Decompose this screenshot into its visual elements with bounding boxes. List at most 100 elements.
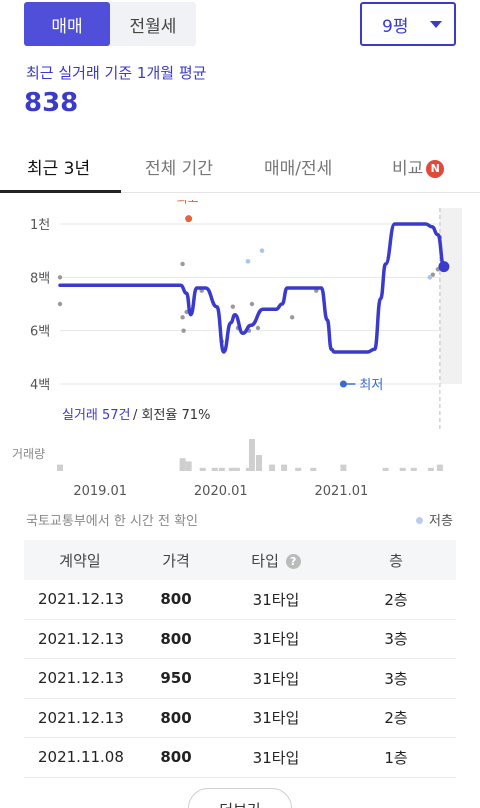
row-floor: 3층	[384, 630, 408, 649]
tab-label: 매매/전세	[264, 159, 333, 179]
row-type: 31타입	[252, 630, 300, 649]
volume-bar	[427, 467, 434, 471]
recent-period-shade	[439, 208, 462, 384]
volume-bar	[281, 464, 288, 471]
volume-bars	[57, 439, 443, 471]
row-floor: 2층	[384, 709, 408, 728]
row-floor: 3층	[384, 669, 408, 688]
row-date: 2021.12.13	[38, 708, 124, 727]
source-note: 국토교통부에서 한 시간 전 확인	[26, 514, 199, 529]
transactions-table: 계약일 가격 타입 ? 층 2021.12.13 800 31타입 2층 2021.12…	[24, 540, 456, 778]
more-button[interactable]: 더보기	[188, 788, 292, 808]
row-price: 800	[160, 748, 192, 767]
row-price: 950	[160, 669, 192, 688]
header-type-label: 타입	[251, 551, 279, 570]
active-tab-indicator	[0, 190, 121, 193]
new-badge: N	[426, 160, 445, 178]
lowest-label: 최저	[359, 378, 383, 393]
low-floor-dot-icon	[416, 517, 423, 524]
period-tabs: 최근 3년 전체 기간 매매/전세 비교 N	[0, 140, 480, 193]
volume-bar	[57, 464, 63, 471]
x-tick-label: 2021.01	[315, 484, 369, 499]
transaction-dot	[230, 304, 236, 309]
transaction-dot	[255, 325, 261, 331]
tab-compare[interactable]: 비교 N	[392, 154, 445, 179]
volume-bar	[248, 439, 255, 471]
volume-bar	[179, 458, 186, 471]
table-row[interactable]: 2021.11.08 800 31타입 1층	[24, 738, 456, 778]
transaction-dot	[180, 261, 185, 267]
transaction-dot	[430, 272, 436, 277]
volume-bar	[310, 467, 317, 471]
row-floor: 2층	[384, 590, 408, 609]
table-body: 2021.12.13 800 31타입 2층 2021.12.13 800 31타입 3층 20…	[24, 580, 456, 778]
table-row[interactable]: 2021.12.13 800 31타입 2층	[24, 699, 456, 738]
price-trend-line	[58, 222, 446, 354]
table-row[interactable]: 2021.12.13 800 31타입 3층	[24, 620, 456, 659]
table-row[interactable]: 2021.12.13 800 31타입 2층	[24, 580, 456, 620]
header-type: 타입 ?	[216, 550, 336, 571]
row-type: 31타입	[252, 590, 300, 609]
volume-bar	[228, 467, 235, 471]
trade-count-label: 실거래 57건	[62, 408, 131, 423]
x-tick-label: 2019.01	[73, 484, 127, 499]
x-axis-labels: 2019.01 2020.01 2021.01	[73, 484, 368, 499]
volume-bar	[255, 455, 262, 471]
row-type: 31타입	[252, 709, 300, 728]
row-date: 2021.12.13	[38, 590, 124, 609]
volume-bar	[245, 467, 252, 471]
y-axis-labels: 1천 8백 6백 4백	[30, 218, 50, 393]
row-date: 2021.12.13	[38, 629, 124, 648]
transaction-dot	[180, 315, 185, 320]
low-floor-dot	[259, 248, 265, 253]
header-date: 계약일	[59, 551, 101, 570]
volume-bar	[295, 467, 302, 471]
price-chart-svg: 1천 8백 6백 4백 최고최저 실거래 57건 / 회전율 71% 거래량 2019…	[12, 200, 462, 499]
tab-rent[interactable]: 전월세	[129, 16, 177, 37]
header-price: 가격	[162, 551, 190, 570]
volume-bar	[382, 467, 389, 471]
transaction-dot	[57, 301, 63, 307]
legend-low-floor: 저층	[416, 510, 453, 529]
size-select-value: 9평	[382, 16, 409, 37]
table-header: 계약일 가격 타입 ? 층	[24, 540, 456, 580]
row-price: 800	[160, 590, 192, 609]
transaction-dot	[181, 328, 186, 333]
x-tick-label: 2020.01	[194, 484, 248, 499]
table-row[interactable]: 2021.12.13 950 31타입 3층	[24, 659, 456, 699]
turnover-label: / 회전율 71%	[133, 408, 210, 423]
low-floor-dot	[245, 259, 251, 264]
y-tick-label: 8백	[30, 271, 50, 286]
tab-label: 최근 3년	[27, 159, 91, 179]
y-tick-label: 4백	[30, 378, 50, 393]
row-date: 2021.11.08	[38, 748, 124, 767]
row-date: 2021.12.13	[38, 669, 124, 688]
low-floor-dot	[427, 275, 433, 280]
transaction-dot	[57, 275, 63, 280]
tab-recent-3-years[interactable]: 최근 3년	[27, 154, 90, 179]
volume-bar	[340, 464, 347, 471]
header-floor: 층	[389, 551, 403, 570]
volume-bar	[410, 467, 417, 471]
volume-bar	[436, 464, 443, 471]
tab-label: 비교	[392, 159, 424, 179]
volume-bar	[211, 467, 218, 471]
transaction-dot	[249, 301, 255, 307]
tab-sale-vs-jeonse[interactable]: 매매/전세	[264, 154, 332, 179]
y-tick-label: 6백	[30, 325, 50, 340]
price-chart[interactable]: 1천 8백 6백 4백 최고최저 실거래 57건 / 회전율 71% 거래량 2019…	[0, 200, 480, 510]
size-select[interactable]: 9평	[360, 2, 456, 46]
tab-label: 전체 기간	[145, 159, 213, 179]
tab-sale[interactable]: 매매	[24, 2, 110, 46]
row-price: 800	[160, 629, 192, 648]
tab-all-period[interactable]: 전체 기간	[145, 154, 213, 179]
row-floor: 1층	[384, 748, 408, 767]
row-price: 800	[160, 708, 192, 727]
help-icon[interactable]: ?	[285, 553, 301, 569]
average-price: 838	[24, 88, 79, 118]
volume-bar	[233, 467, 240, 471]
volume-bar	[199, 467, 206, 471]
volume-bar	[218, 467, 225, 471]
chevron-down-icon	[430, 21, 442, 28]
highest-marker	[185, 215, 193, 223]
